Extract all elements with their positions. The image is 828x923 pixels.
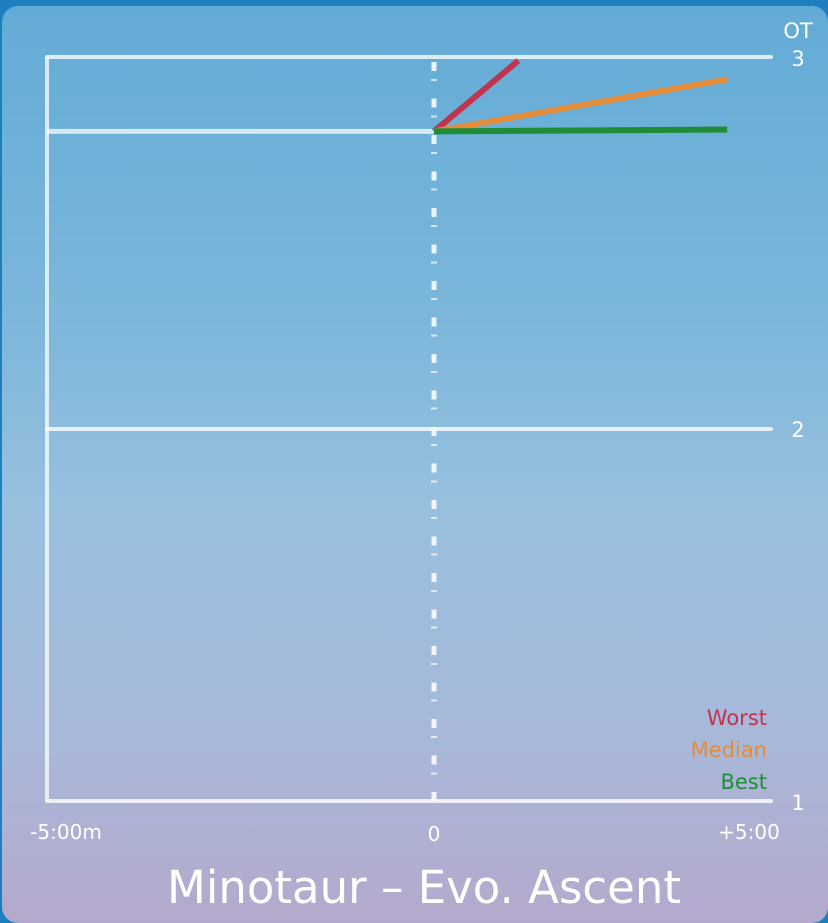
y-axis-label: OT (783, 19, 813, 43)
legend-item-best: Best (720, 770, 767, 794)
legend-item-median: Median (691, 738, 767, 762)
legend: Worst Median Best (691, 706, 767, 794)
y-tick-label-1: 1 (791, 791, 804, 815)
x-tick-label-end: +5:00 (718, 820, 780, 844)
series-lines (432, 58, 728, 135)
y-tick-label-3: 3 (791, 47, 804, 71)
y-tick-label-2: 2 (791, 418, 804, 442)
axis-labels: OT 3 2 1 -5:00m 0 +5:00 Minotaur – Evo. … (30, 19, 813, 914)
series-line-worst (432, 58, 521, 134)
x-tick-label-start: -5:00m (30, 820, 102, 844)
x-tick-label-zero: 0 (428, 822, 441, 846)
legend-item-worst: Worst (707, 706, 767, 730)
grid-lines (45, 55, 773, 803)
series-line-median (433, 76, 728, 135)
chart-panel (2, 6, 828, 923)
chart-title: Minotaur – Evo. Ascent (167, 861, 681, 914)
series-line-best (433, 126, 728, 135)
